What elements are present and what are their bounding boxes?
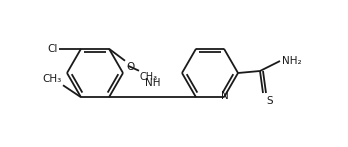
- Text: Cl: Cl: [48, 44, 58, 54]
- Text: NH: NH: [145, 78, 160, 88]
- Text: CH₃: CH₃: [140, 72, 158, 82]
- Text: NH₂: NH₂: [282, 56, 302, 66]
- Text: CH₃: CH₃: [43, 74, 62, 84]
- Text: S: S: [266, 96, 272, 106]
- Text: N: N: [221, 91, 229, 101]
- Text: O: O: [126, 62, 134, 72]
